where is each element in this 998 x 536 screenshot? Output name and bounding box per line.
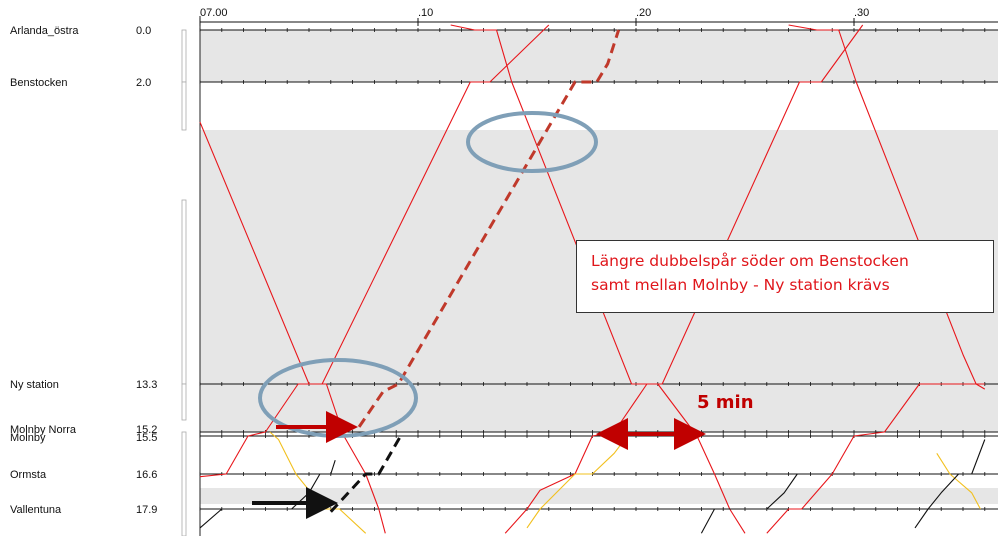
- overlays: [252, 111, 706, 519]
- time-ticks: 07.00 .10 .20 .30: [199, 7, 998, 26]
- station-name: Molnby Norra: [10, 424, 77, 436]
- time-tick-label: .10: [418, 7, 433, 19]
- track-band: [200, 130, 998, 200]
- time-tick-label: .20: [636, 7, 651, 19]
- station-name: Molnby: [10, 432, 46, 444]
- track-band: [200, 384, 998, 432]
- track-rail: [181, 81, 187, 131]
- train-path: [199, 24, 550, 478]
- station-km: 15.5: [136, 432, 157, 444]
- time-tick-label: 07.00: [200, 7, 228, 19]
- train-path: [450, 24, 746, 534]
- callout-line-1: Längre dubbelspår söder om Benstocken: [591, 252, 909, 270]
- station-name: Ormsta: [10, 469, 47, 481]
- train-path: [936, 453, 981, 510]
- station-name: Vallentuna: [10, 504, 62, 516]
- proposed-train-path: [329, 435, 402, 513]
- station-km: 16.6: [136, 469, 157, 481]
- track-rail: [181, 29, 187, 83]
- track-rail: [181, 199, 187, 385]
- train-path: [269, 431, 367, 534]
- train-path: [199, 460, 336, 529]
- proposed-train-path: [357, 29, 621, 428]
- train-path: [700, 473, 811, 534]
- callout-box: Längre dubbelspår söder om Benstocken sa…: [576, 240, 994, 313]
- highlight-ellipse: [466, 111, 598, 173]
- station-km: 17.9: [136, 504, 157, 516]
- station-km: 15.2: [136, 424, 157, 436]
- station-km: 13.3: [136, 379, 157, 391]
- station-name: Benstocken: [10, 77, 67, 89]
- station-km: 2.0: [136, 77, 151, 89]
- time-tick-label: .30: [854, 7, 869, 19]
- track-band: [200, 488, 998, 504]
- station-name: Arlanda_östra: [10, 25, 79, 37]
- left-axis: [181, 16, 201, 536]
- headway-label: 5 min: [697, 392, 754, 413]
- track-rail: [181, 431, 187, 536]
- track-rail: [181, 383, 187, 421]
- callout-line-2: samt mellan Molnby - Ny station krävs: [591, 276, 890, 294]
- track-band: [200, 30, 998, 82]
- train-path: [914, 439, 986, 529]
- train-path: [526, 435, 628, 529]
- train-path: [766, 383, 985, 534]
- station-km: 0.0: [136, 25, 151, 37]
- station-name: Ny station: [10, 379, 59, 391]
